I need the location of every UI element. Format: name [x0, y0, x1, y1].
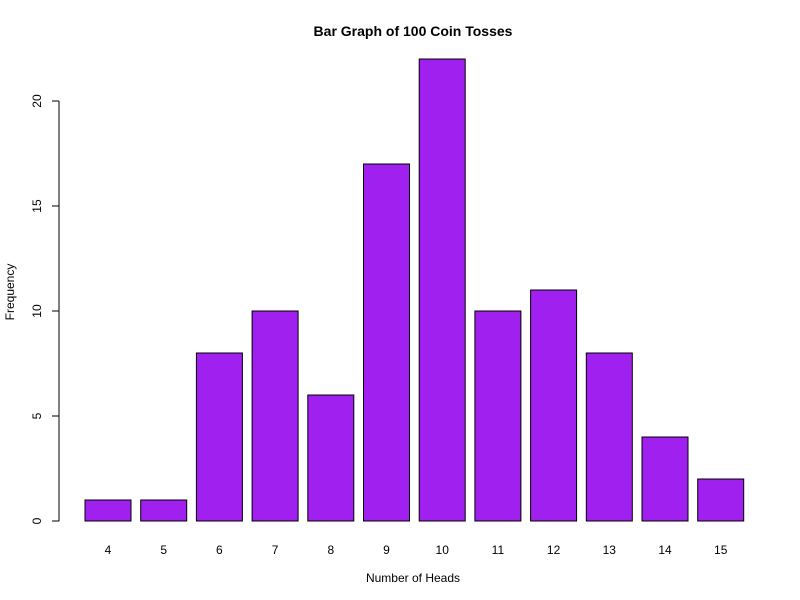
bar-13 [585, 352, 633, 522]
bar-10 [418, 58, 466, 522]
y-tick-label: 15 [30, 199, 44, 213]
x-tick-label: 8 [327, 543, 334, 557]
x-tick-label: 14 [658, 543, 672, 557]
x-tick-label: 6 [216, 543, 223, 557]
bar-4 [84, 499, 132, 522]
x-tick-label: 11 [492, 543, 505, 557]
x-tick-label: 9 [383, 543, 390, 557]
y-axis-label: Frequency [3, 264, 17, 321]
x-tick-label: 5 [160, 543, 167, 557]
x-tick-label: 7 [272, 543, 279, 557]
bar-14 [641, 436, 689, 522]
bar-7 [251, 310, 299, 522]
x-tick-label: 12 [547, 543, 561, 557]
x-tick-label: 13 [603, 543, 617, 557]
bars [84, 58, 745, 522]
chart-title: Bar Graph of 100 Coin Tosses [314, 23, 513, 39]
y-tick-label: 20 [30, 94, 44, 108]
y-tick-label: 5 [30, 412, 44, 419]
x-axis-label: Number of Heads [366, 571, 460, 585]
bar-8 [307, 394, 355, 522]
bar-12 [530, 289, 578, 522]
y-tick-label: 10 [30, 304, 44, 318]
x-tick-label: 4 [105, 543, 112, 557]
x-tick-labels: 4 5 6 7 8 9 10 11 12 13 14 15 [105, 543, 728, 557]
bar-11 [474, 310, 522, 522]
x-tick-label: 10 [436, 543, 450, 557]
x-tick-label: 15 [714, 543, 728, 557]
y-tick-label: 0 [30, 517, 44, 524]
y-axis: 0 5 10 15 20 [30, 94, 60, 524]
bar-6 [195, 352, 243, 522]
bar-9 [363, 163, 410, 522]
bar-15 [697, 478, 745, 522]
bar-5 [140, 499, 188, 522]
